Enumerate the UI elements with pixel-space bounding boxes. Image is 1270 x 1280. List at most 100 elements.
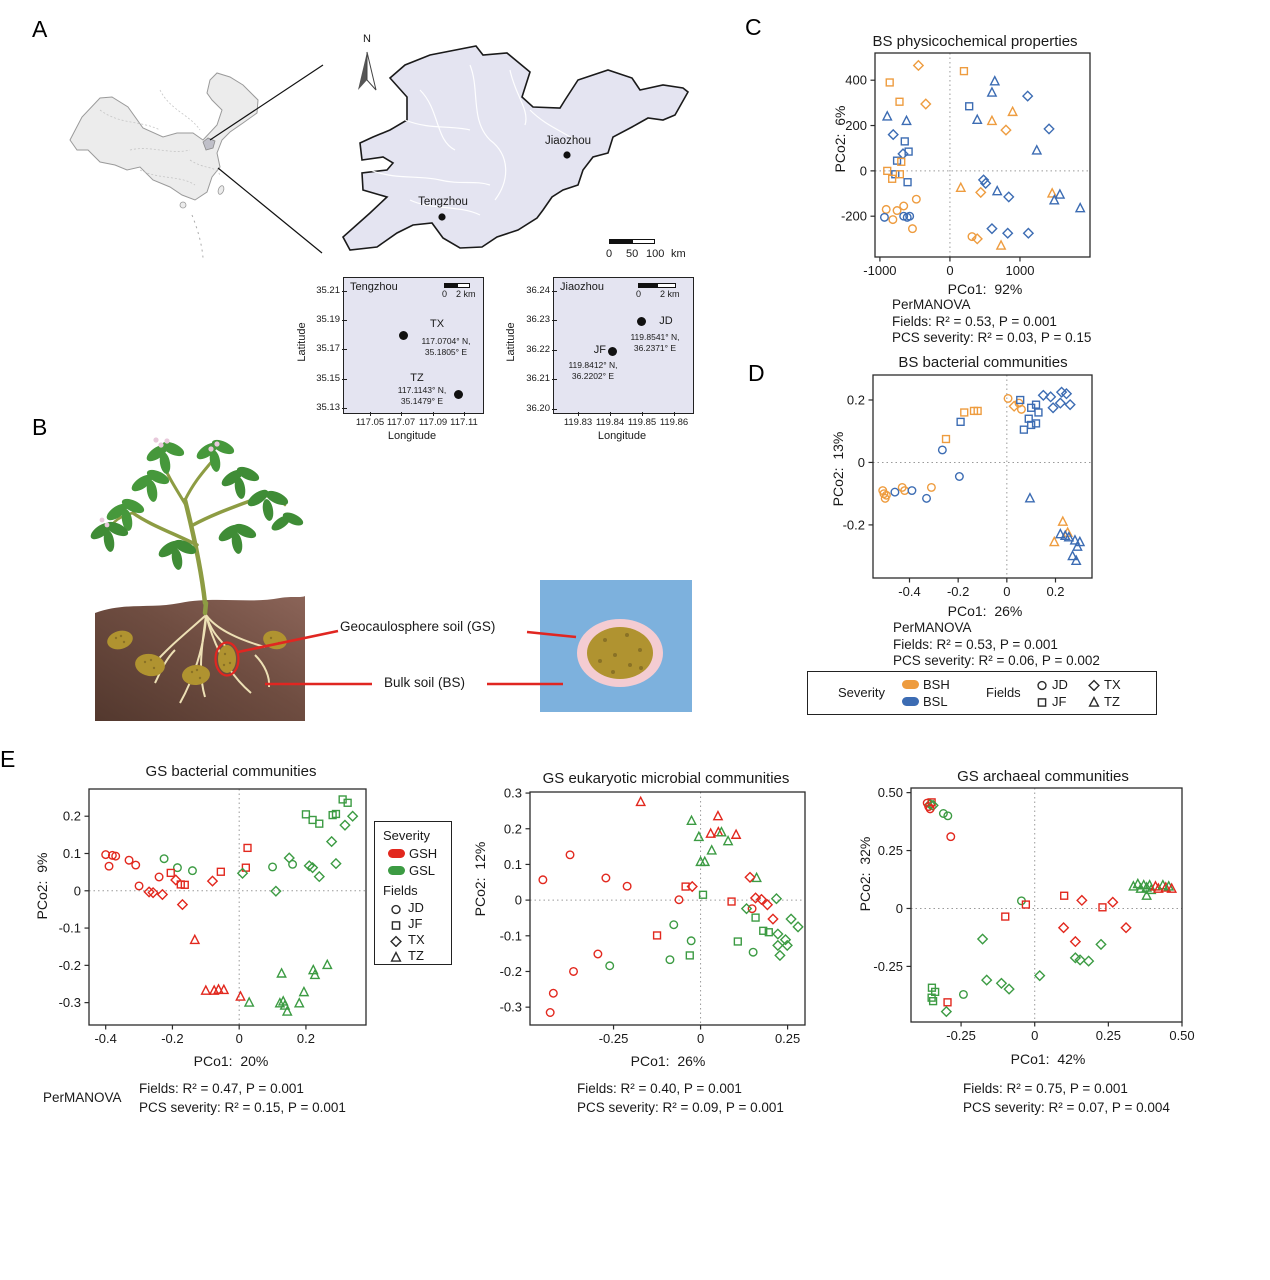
svg-text:1000: 1000 <box>1006 263 1035 278</box>
tz-marker-icon <box>1088 695 1100 707</box>
svg-text:0.2: 0.2 <box>847 392 865 407</box>
svg-text:-0.1: -0.1 <box>59 921 81 936</box>
jd-site-label: JD <box>659 315 673 327</box>
plant-leaves <box>90 437 304 570</box>
chart-title-e1: GS bacterial communities <box>145 763 317 780</box>
stats-fields-e1: Fields: R² = 0.47, P = 0.001 <box>139 1081 304 1096</box>
chart-c-ylabel: PCo2: 6% <box>832 105 848 173</box>
zoom-connector-top <box>209 64 324 141</box>
svg-text:-0.3: -0.3 <box>59 995 81 1010</box>
tz-marker-icon <box>390 950 402 962</box>
jd-site-dot <box>637 317 646 326</box>
chart-d-ylabel: PCo2: 13% <box>830 431 846 507</box>
tz-site-label: TZ <box>410 372 424 384</box>
panel-a-maps <box>69 45 690 259</box>
jiaozhou-xlabel: Longitude <box>597 430 647 442</box>
svg-text:-0.3: -0.3 <box>500 1000 522 1015</box>
legend-item-tx: TX <box>408 932 425 947</box>
jd-marker-icon <box>390 902 402 915</box>
svg-text:-0.2: -0.2 <box>843 517 865 532</box>
ytick: 35.19 <box>306 314 347 325</box>
svg-text:0: 0 <box>946 263 953 278</box>
xtick: 117.07 <box>379 412 423 428</box>
svg-text:0.25: 0.25 <box>1096 1028 1121 1043</box>
svg-text:0.50: 0.50 <box>878 785 903 800</box>
legend-item-jd: JD <box>1052 677 1068 692</box>
svg-text:-0.1: -0.1 <box>500 928 522 943</box>
bsh-swatch <box>902 680 919 689</box>
chart-d-xlabel: PCo1: 26% <box>947 603 1023 619</box>
svg-text:0: 0 <box>74 883 81 898</box>
chart-title-e3: GS archaeal communities <box>957 768 1129 785</box>
tx-coord-2: 35.1805° E <box>424 347 468 357</box>
svg-text:0: 0 <box>860 163 867 178</box>
pcoa-plot-bs-bacterial: -0.4 -0.2 0 0.2 0.2 0 -0.2 <box>843 374 1093 599</box>
ytick: 35.21 <box>306 285 347 296</box>
jf-marker-icon <box>1036 695 1048 707</box>
pcoa-plot-bs-physicochemical: -1000 0 1000 -200 0 200 400 <box>841 52 1091 278</box>
chart-e3-ylabel: PCo2: 32% <box>857 836 873 912</box>
permanova-stats-c: PerMANOVA Fields: R² = 0.53, P = 0.001 P… <box>892 297 1091 347</box>
jd-coord-1: 119.8541° N, <box>630 332 680 342</box>
gs-highlight-circle <box>214 641 240 677</box>
svg-text:-0.4: -0.4 <box>94 1031 116 1046</box>
ytick: 36.23 <box>516 314 557 325</box>
svg-text:-200: -200 <box>841 209 867 224</box>
svg-text:0: 0 <box>858 455 865 470</box>
legend-bs: Severity BSH BSL Fields JD JF TX TZ <box>807 671 1157 715</box>
legend-gs: Severity GSH GSL Fields JD JF TX TZ <box>374 821 452 965</box>
jd-coord-2: 36.2371° E <box>633 343 677 353</box>
svg-text:0: 0 <box>1003 584 1010 599</box>
jiaozhou-ylabel: Latitude <box>505 322 517 362</box>
stats-header: PerMANOVA <box>892 297 971 312</box>
permanova-label-e: PerMANOVA <box>43 1090 122 1105</box>
svg-text:0.2: 0.2 <box>1046 584 1064 599</box>
stats-pcs-e2: PCS severity: R² = 0.09, P = 0.001 <box>577 1100 784 1115</box>
svg-text:-0.2: -0.2 <box>500 964 522 979</box>
chart-e3-xlabel: PCo1: 42% <box>1010 1051 1086 1067</box>
jf-coord-2: 36.2202° E <box>571 371 615 381</box>
legend-item-bsh: BSH <box>923 677 950 692</box>
svg-text:0.1: 0.1 <box>63 846 81 861</box>
jiaozhou-city-dot <box>563 151 571 159</box>
scale-0: 0 <box>606 248 613 260</box>
svg-text:0: 0 <box>697 1031 704 1046</box>
bs-label: Bulk soil (BS) <box>384 675 466 690</box>
gsh-swatch <box>388 849 405 858</box>
chart-e1-ylabel: PCo2: 9% <box>34 852 50 920</box>
legend-item-bsl: BSL <box>923 694 948 709</box>
legend-severity-label: Severity <box>383 828 430 843</box>
north-label: N <box>363 33 371 45</box>
svg-text:-0.2: -0.2 <box>59 958 81 973</box>
ytick: 35.17 <box>306 343 347 354</box>
chart-c-xlabel: PCo1: 92% <box>947 281 1023 297</box>
svg-text:0.2: 0.2 <box>63 809 81 824</box>
city-label-jiaozhou: Jiaozhou <box>544 135 592 147</box>
jf-marker-icon <box>390 918 402 930</box>
tz-site-dot <box>454 390 463 399</box>
svg-text:400: 400 <box>845 73 867 88</box>
stats-header: PerMANOVA <box>893 620 972 635</box>
svg-text:0.1: 0.1 <box>504 857 522 872</box>
chart-title-e2: GS eukaryotic microbial communities <box>542 770 790 787</box>
inset-title-tengzhou: Tengzhou <box>350 281 398 293</box>
xtick: 117.11 <box>442 412 486 428</box>
shandong-scale-bar <box>609 239 655 244</box>
stats-fields: Fields: R² = 0.53, P = 0.001 <box>892 313 1057 329</box>
tengzhou-xlabel: Longitude <box>387 430 437 442</box>
stats-pcs: PCS severity: R² = 0.03, P = 0.15 <box>892 330 1092 345</box>
pcoa-plot-gs-archaeal: -0.25 0 0.25 0.50 0.50 0.25 0 -0.25 <box>873 785 1194 1043</box>
pcoa-plot-gs-bacterial: -0.4 -0.2 0 0.2 0.2 0.1 0 -0.1 -0.2 -0.3 <box>59 788 367 1046</box>
xtick: 117.05 <box>348 412 392 428</box>
xtick: 119.84 <box>588 412 632 428</box>
legend-fields-label: Fields <box>383 883 418 898</box>
tengzhou-city-dot <box>438 213 446 221</box>
svg-text:0: 0 <box>1031 1028 1038 1043</box>
svg-text:0.2: 0.2 <box>504 821 522 836</box>
stats-pcs-e1: PCS severity: R² = 0.15, P = 0.001 <box>139 1100 346 1115</box>
jf-site-dot <box>608 347 617 356</box>
jiaozhou-inset-map: Jiaozhou 0 2 km 36.24 36.23 36.22 36.21 … <box>526 277 694 428</box>
tz-coord-2: 35.1479° E <box>400 396 444 406</box>
jf-site-label: JF <box>593 344 606 356</box>
